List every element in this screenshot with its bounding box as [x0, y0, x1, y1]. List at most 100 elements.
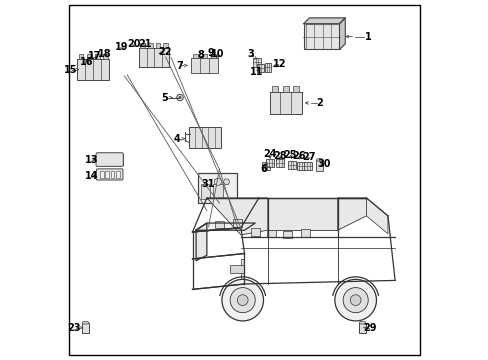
- Bar: [304, 162, 312, 170]
- Polygon shape: [206, 198, 267, 235]
- Text: 6: 6: [260, 164, 266, 174]
- Bar: [215, 221, 223, 228]
- Circle shape: [334, 279, 376, 321]
- Text: 8: 8: [197, 50, 204, 60]
- Circle shape: [237, 295, 247, 306]
- Ellipse shape: [316, 158, 323, 161]
- Bar: [77, 59, 109, 80]
- Text: 22: 22: [158, 46, 171, 57]
- Text: 30: 30: [317, 159, 330, 169]
- Bar: [155, 43, 160, 48]
- Bar: [264, 63, 270, 72]
- Text: 14: 14: [85, 171, 99, 181]
- Text: 15: 15: [64, 64, 77, 75]
- Bar: [82, 323, 89, 333]
- Bar: [79, 54, 83, 59]
- Text: 21: 21: [138, 40, 151, 49]
- Bar: [269, 92, 301, 114]
- Bar: [101, 155, 119, 164]
- Bar: [276, 159, 284, 167]
- Bar: [105, 171, 109, 178]
- Text: 5: 5: [161, 93, 168, 103]
- Text: 10: 10: [210, 49, 224, 59]
- Bar: [163, 43, 167, 48]
- Bar: [95, 54, 100, 59]
- Text: 27: 27: [302, 152, 315, 162]
- Ellipse shape: [82, 321, 89, 324]
- Polygon shape: [303, 18, 345, 24]
- Bar: [250, 228, 259, 235]
- FancyBboxPatch shape: [96, 153, 123, 166]
- Bar: [198, 173, 237, 203]
- Circle shape: [343, 288, 367, 313]
- Text: 7: 7: [176, 61, 183, 71]
- Circle shape: [230, 288, 255, 313]
- Text: 9: 9: [206, 48, 213, 58]
- Text: 11: 11: [250, 67, 263, 77]
- Bar: [301, 229, 309, 237]
- Bar: [316, 160, 323, 171]
- Bar: [359, 323, 365, 333]
- Bar: [282, 86, 288, 92]
- Bar: [253, 58, 260, 67]
- Bar: [287, 161, 295, 169]
- Polygon shape: [196, 223, 206, 261]
- Bar: [230, 265, 244, 273]
- Bar: [262, 162, 269, 170]
- Polygon shape: [366, 198, 387, 234]
- Text: 26: 26: [292, 150, 305, 161]
- Text: 31: 31: [201, 179, 214, 189]
- Bar: [210, 54, 216, 58]
- Bar: [303, 24, 339, 49]
- Text: 19: 19: [115, 42, 128, 52]
- Bar: [97, 154, 122, 165]
- Text: 18: 18: [98, 49, 111, 59]
- Text: 13: 13: [85, 154, 99, 165]
- Text: 23: 23: [67, 323, 81, 333]
- Bar: [266, 230, 275, 237]
- Ellipse shape: [359, 321, 365, 324]
- Bar: [283, 231, 291, 238]
- Bar: [212, 184, 223, 199]
- Bar: [271, 86, 278, 92]
- Bar: [188, 127, 221, 148]
- Circle shape: [223, 179, 229, 185]
- Text: 29: 29: [363, 323, 376, 333]
- Bar: [139, 48, 169, 67]
- Text: 16: 16: [80, 57, 93, 67]
- Bar: [233, 220, 241, 226]
- Bar: [116, 171, 120, 178]
- Text: 1: 1: [364, 32, 371, 41]
- Text: 4: 4: [173, 134, 180, 144]
- Bar: [86, 54, 91, 59]
- Circle shape: [176, 94, 183, 101]
- Bar: [266, 159, 274, 167]
- Text: 20: 20: [127, 40, 141, 49]
- Bar: [201, 54, 206, 58]
- Circle shape: [178, 96, 181, 99]
- Text: 12: 12: [272, 59, 286, 69]
- Text: 2: 2: [316, 98, 323, 108]
- Text: 25: 25: [283, 150, 297, 160]
- Polygon shape: [267, 198, 337, 230]
- Polygon shape: [196, 223, 255, 230]
- Bar: [102, 54, 107, 59]
- Text: 28: 28: [273, 151, 286, 161]
- Bar: [201, 184, 209, 199]
- Text: 17: 17: [88, 51, 102, 61]
- Bar: [192, 54, 198, 58]
- Bar: [296, 162, 304, 170]
- Polygon shape: [337, 198, 366, 230]
- Bar: [140, 43, 144, 48]
- Text: 3: 3: [247, 49, 253, 59]
- Circle shape: [349, 295, 360, 306]
- FancyBboxPatch shape: [96, 169, 122, 180]
- Bar: [292, 86, 299, 92]
- Bar: [100, 171, 103, 178]
- Text: 24: 24: [263, 149, 276, 159]
- Bar: [148, 43, 152, 48]
- Circle shape: [214, 178, 221, 185]
- Bar: [190, 58, 217, 73]
- Polygon shape: [339, 18, 345, 49]
- Bar: [256, 64, 264, 72]
